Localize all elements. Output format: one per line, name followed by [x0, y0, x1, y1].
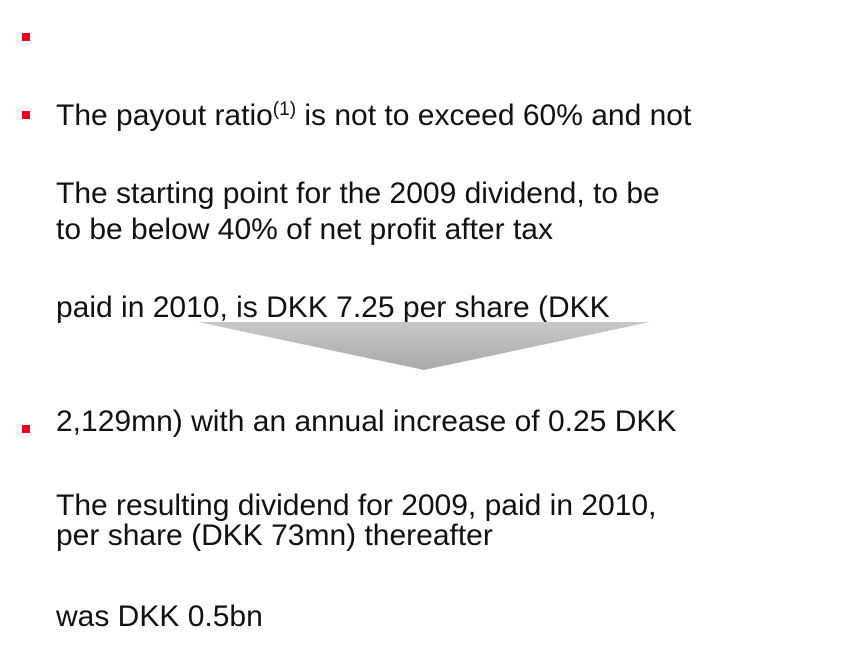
bullet-marker	[22, 111, 30, 119]
down-arrow	[198, 322, 650, 370]
text: is not to exceed 60% and not	[296, 99, 692, 132]
line: to be below 40% of net profit after tax	[56, 213, 553, 246]
arrow-layer	[198, 322, 650, 370]
footnote-mark: (1)	[272, 99, 297, 120]
bullet: The payout ratio(1) is not to exceed 60%…	[56, 21, 691, 287]
line: The starting point for the 2009 dividend…	[56, 177, 660, 210]
text: The payout ratio	[56, 99, 273, 132]
line: paid in 2010, is DKK 7.25 per share (DKK	[56, 291, 610, 324]
bullet: The resulting dividend for 2009, paid in…	[56, 413, 656, 672]
line: The resulting dividend for 2009, paid in…	[56, 489, 657, 522]
line: was DKK 0.5bn	[56, 600, 263, 633]
bullet-marker	[22, 425, 30, 433]
line: The payout ratio(1) is not to exceed 60%…	[56, 97, 691, 135]
bullet-marker	[22, 33, 30, 41]
slide: The payout ratio(1) is not to exceed 60%…	[22, 21, 692, 633]
line: 2,129mn) with an annual increase of 0.25…	[56, 405, 677, 438]
